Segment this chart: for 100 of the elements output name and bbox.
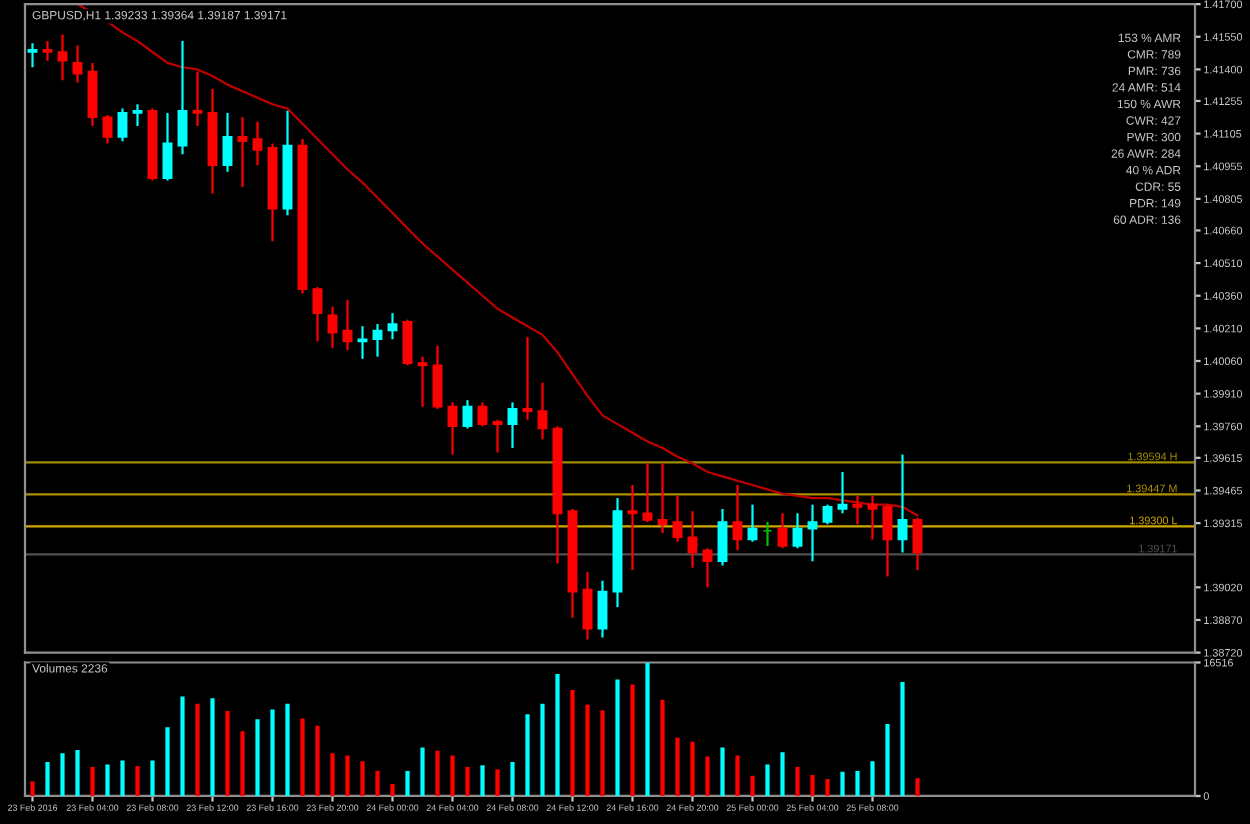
bar — [690, 741, 695, 796]
bar — [900, 682, 905, 796]
candlestick — [57, 33, 68, 82]
candlestick — [312, 285, 323, 343]
candlestick — [627, 483, 638, 572]
bar — [885, 724, 890, 796]
candlestick — [852, 494, 863, 526]
bar — [450, 755, 455, 796]
bar — [570, 690, 575, 796]
candlestick — [687, 510, 698, 569]
candlestick — [327, 305, 338, 350]
bar — [840, 771, 845, 796]
bar — [870, 761, 875, 796]
bar — [75, 749, 80, 796]
bar — [315, 725, 320, 796]
bar — [30, 781, 35, 796]
candlestick — [357, 325, 368, 360]
bar — [165, 727, 170, 796]
candlestick — [657, 462, 668, 535]
candlestick — [27, 42, 38, 69]
candlestick — [912, 516, 923, 572]
bar — [795, 766, 800, 796]
bar — [120, 760, 125, 796]
bar — [630, 684, 635, 796]
bar — [765, 764, 770, 796]
bar — [135, 766, 140, 796]
bar — [60, 753, 65, 796]
candlestick — [372, 322, 383, 358]
bar — [360, 761, 365, 796]
candlestick — [72, 44, 83, 84]
bar — [330, 753, 335, 796]
candlestick — [177, 40, 188, 156]
bar — [810, 774, 815, 796]
bar — [585, 704, 590, 796]
bar — [465, 766, 470, 796]
bar — [270, 709, 275, 796]
bar — [675, 737, 680, 796]
bar — [480, 765, 485, 796]
candlestick — [837, 470, 848, 515]
candlestick — [642, 462, 653, 524]
candlestick — [492, 418, 503, 454]
candlestick — [777, 512, 788, 550]
bar — [405, 770, 410, 796]
bar — [720, 747, 725, 796]
candlestick — [597, 579, 608, 639]
bar — [495, 769, 500, 796]
bar — [45, 762, 50, 796]
bar — [345, 755, 350, 796]
candlestick — [822, 503, 833, 526]
candlestick — [117, 107, 128, 143]
candlestick — [582, 570, 593, 641]
bar — [600, 710, 605, 796]
bar — [645, 662, 650, 796]
bar — [525, 714, 530, 796]
bar — [225, 711, 230, 796]
bar — [735, 755, 740, 796]
bar — [615, 679, 620, 796]
bar — [300, 718, 305, 796]
candlestick — [867, 494, 878, 541]
bar — [510, 762, 515, 796]
candlestick — [132, 103, 143, 128]
candlestick — [192, 70, 203, 128]
bar — [420, 747, 425, 796]
bar — [435, 750, 440, 796]
candlestick — [522, 335, 533, 421]
candlestick — [807, 503, 818, 563]
candlestick — [717, 507, 728, 567]
bar — [705, 756, 710, 796]
candlestick — [732, 483, 743, 552]
bar — [540, 703, 545, 796]
bar — [825, 779, 830, 796]
candlestick — [222, 111, 233, 173]
candlestick — [477, 401, 488, 428]
bar — [285, 703, 290, 796]
bar — [105, 764, 110, 796]
candlestick — [672, 494, 683, 543]
candlestick — [252, 120, 263, 167]
bar — [255, 719, 260, 796]
candlestick — [447, 401, 458, 456]
candlestick — [42, 40, 53, 62]
bar — [210, 698, 215, 796]
bar — [555, 673, 560, 796]
candlestick — [702, 547, 713, 589]
candlestick — [237, 116, 248, 189]
candlestick — [507, 401, 518, 450]
candlestick — [792, 512, 803, 550]
bar — [915, 778, 920, 796]
bar — [390, 783, 395, 796]
candlestick — [387, 312, 398, 341]
candlestick — [897, 453, 908, 554]
bar — [375, 770, 380, 796]
bar — [180, 696, 185, 796]
bar — [750, 775, 755, 796]
candlestick — [162, 111, 173, 182]
bar — [780, 752, 785, 796]
candlestick — [102, 113, 113, 145]
bar — [150, 760, 155, 796]
candlestick — [462, 399, 473, 430]
bar — [195, 703, 200, 796]
bar — [240, 731, 245, 796]
